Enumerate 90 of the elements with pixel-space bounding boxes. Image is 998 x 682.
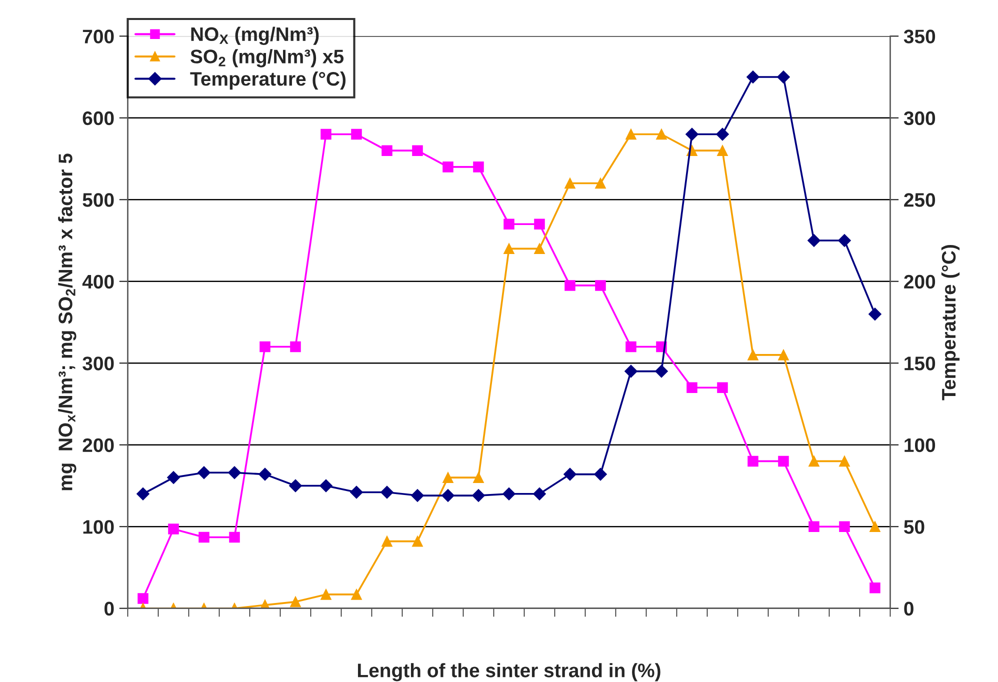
point xyxy=(442,489,454,502)
point xyxy=(564,468,576,481)
y2-tick-label: 50 xyxy=(904,520,924,534)
point xyxy=(716,128,729,141)
point xyxy=(138,593,148,604)
point xyxy=(412,145,423,156)
point xyxy=(534,218,545,230)
y-tick-label: 100 xyxy=(83,520,114,534)
point xyxy=(748,350,758,360)
point xyxy=(136,487,150,500)
y-tick-label: 500 xyxy=(82,193,114,207)
point xyxy=(564,178,576,189)
point xyxy=(198,466,210,480)
point xyxy=(320,128,332,140)
point xyxy=(656,128,667,140)
legend-label: Temperature (°C) xyxy=(190,71,346,90)
point xyxy=(839,521,850,532)
point xyxy=(382,536,392,547)
point xyxy=(350,486,363,499)
point xyxy=(717,382,728,394)
y-tick-label: 0 xyxy=(104,602,114,616)
point xyxy=(228,466,241,480)
point xyxy=(778,350,789,360)
point xyxy=(655,364,668,378)
point xyxy=(624,364,638,378)
x-axis-title: Length of the sinter strand in (%) xyxy=(358,663,660,682)
y-tick-label: 600 xyxy=(82,111,114,126)
legend-label: NO$_{X}$ (mg/Nm³) xyxy=(191,26,319,45)
point xyxy=(260,341,270,352)
point xyxy=(595,280,606,291)
point xyxy=(411,489,424,502)
y2-tick-label: 300 xyxy=(904,111,936,126)
point xyxy=(167,471,180,484)
point xyxy=(351,589,362,600)
point xyxy=(870,521,880,532)
point xyxy=(229,532,240,543)
point xyxy=(382,145,392,156)
point xyxy=(808,234,820,247)
y2-tick-label: 100 xyxy=(904,438,936,452)
point xyxy=(533,487,546,500)
point xyxy=(502,487,516,500)
y2-tick-label: 0 xyxy=(904,602,914,616)
point xyxy=(808,456,820,467)
point xyxy=(472,489,485,502)
point xyxy=(351,128,362,140)
y-tick-label: 700 xyxy=(82,30,114,44)
point xyxy=(564,280,576,291)
point xyxy=(412,536,423,547)
point xyxy=(289,479,302,492)
y2-tick-label: 250 xyxy=(904,193,936,207)
point xyxy=(595,178,606,189)
point xyxy=(380,486,394,499)
point xyxy=(442,162,454,172)
point xyxy=(686,128,698,141)
y-axis-title: mg NO$_{x}$/Nm³; mg SO$_{2}$/Nm³ x factor 5 xyxy=(58,154,76,490)
point xyxy=(839,456,850,467)
point xyxy=(258,468,272,481)
point xyxy=(594,468,607,481)
point xyxy=(473,162,484,172)
point xyxy=(777,70,790,84)
y-tick-label: 200 xyxy=(82,438,114,452)
point xyxy=(626,341,636,352)
point xyxy=(504,243,514,254)
point xyxy=(290,341,301,352)
y-tick-label: 400 xyxy=(82,274,114,289)
point xyxy=(534,243,545,254)
point xyxy=(778,456,789,467)
point xyxy=(320,479,332,492)
y2-tick-label: 200 xyxy=(904,274,936,289)
point xyxy=(808,521,820,532)
y2-tick-label: 150 xyxy=(904,356,936,370)
point xyxy=(838,234,851,247)
point xyxy=(320,589,332,600)
point xyxy=(717,145,728,156)
point xyxy=(504,218,514,230)
point xyxy=(626,128,636,140)
legend-label: SO$_{2}$ (mg/Nm³) x5 xyxy=(190,49,344,68)
point xyxy=(868,308,882,320)
point xyxy=(442,472,454,483)
point xyxy=(746,70,760,84)
point xyxy=(168,524,179,534)
point xyxy=(290,596,301,608)
y2-axis-title: Temperature (°C) xyxy=(941,244,960,400)
y2-tick-label: 350 xyxy=(904,30,936,44)
point xyxy=(870,582,880,594)
point xyxy=(748,456,758,467)
point xyxy=(473,472,484,483)
y-tick-label: 300 xyxy=(82,356,114,370)
point xyxy=(198,532,210,543)
point xyxy=(686,382,698,394)
